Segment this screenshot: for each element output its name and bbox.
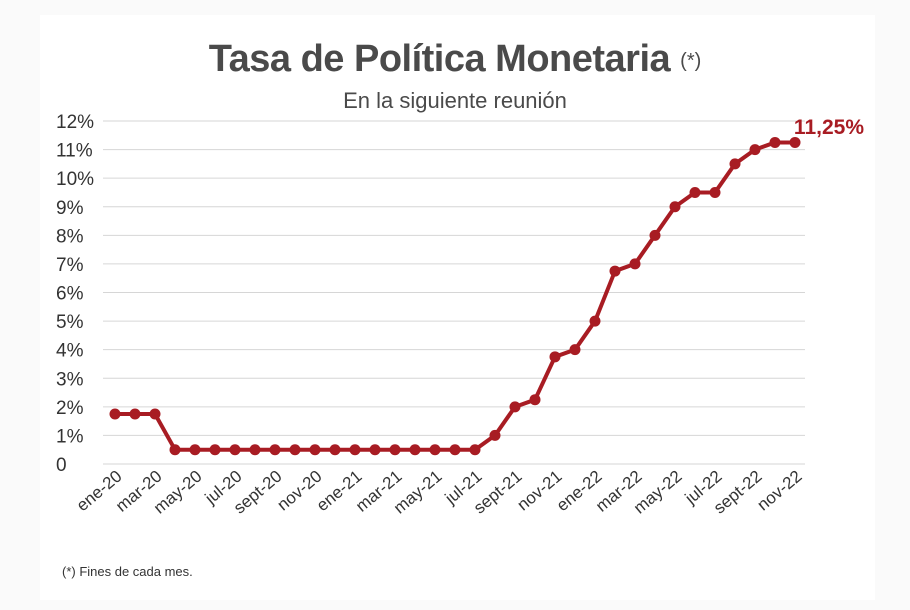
data-point [289, 444, 301, 456]
data-point [529, 394, 541, 406]
data-point [349, 444, 361, 456]
data-point [329, 444, 341, 456]
data-point [649, 229, 661, 241]
chart-title-note: (*) [680, 50, 702, 72]
data-point [369, 444, 381, 456]
data-point [769, 136, 781, 148]
data-point [389, 444, 401, 456]
data-point [749, 144, 761, 156]
data-point [589, 315, 601, 327]
chart-title-block: Tasa de Política Monetaria (*) [0, 38, 910, 81]
data-point [789, 136, 801, 148]
data-point [629, 258, 641, 270]
data-point [509, 401, 521, 413]
data-point [669, 201, 681, 213]
y-tick-label: 4% [56, 341, 84, 362]
data-point [149, 408, 161, 420]
data-point [429, 444, 441, 456]
data-point [129, 408, 141, 420]
data-point [189, 444, 201, 456]
x-tick-label: nov-22 [754, 467, 806, 515]
y-tick-label: 0 [56, 455, 67, 476]
data-point [549, 351, 561, 363]
chart-title: Tasa de Política Monetaria [208, 38, 671, 80]
last-value-label: 11,25% [794, 116, 864, 139]
y-tick-label: 9% [56, 198, 84, 219]
data-point [269, 444, 281, 456]
y-tick-label: 1% [56, 426, 84, 447]
data-point [709, 186, 721, 198]
data-point [569, 344, 581, 356]
data-point [209, 444, 221, 456]
data-point [489, 429, 501, 441]
y-tick-label: 10% [56, 169, 94, 190]
data-point [409, 444, 421, 456]
y-tick-label: 11% [56, 141, 93, 162]
data-point [449, 444, 461, 456]
y-tick-label: 3% [56, 369, 84, 390]
data-point [609, 265, 621, 277]
data-point [469, 444, 481, 456]
data-point [309, 444, 321, 456]
chart-subtitle: En la siguiente reunión [343, 88, 567, 113]
y-tick-label: 6% [56, 284, 84, 305]
data-point [229, 444, 241, 456]
y-tick-label: 5% [56, 312, 84, 333]
y-tick-label: 12% [56, 112, 94, 133]
data-point [169, 444, 181, 456]
chart-card [40, 15, 875, 600]
data-point [249, 444, 261, 456]
y-tick-label: 8% [56, 226, 84, 247]
y-tick-label: 7% [56, 255, 84, 276]
footnote: (*) Fines de cada mes. [62, 564, 193, 579]
y-tick-label: 2% [56, 398, 84, 419]
data-point [109, 408, 121, 420]
data-point [689, 186, 701, 198]
data-point [729, 158, 741, 170]
